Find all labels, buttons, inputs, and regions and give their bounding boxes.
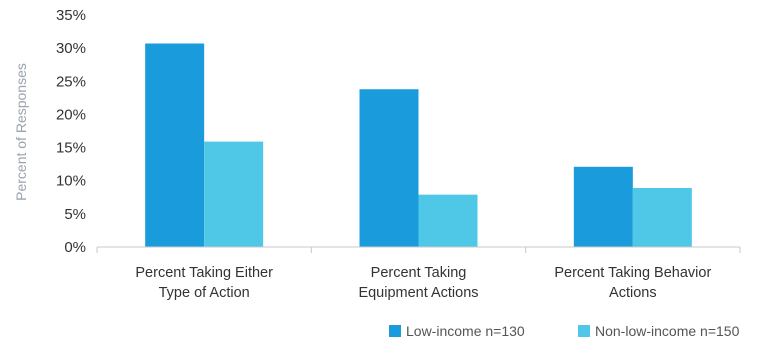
legend-swatch: [578, 325, 590, 337]
legend: Low-income n=130 Non-low-income n=150: [389, 323, 740, 339]
bar: [359, 89, 419, 248]
legend-label: Low-income n=130: [406, 323, 525, 339]
y-tick-label: 5%: [64, 206, 86, 223]
x-axis-tick-marks: [96, 247, 741, 253]
y-axis-ticks: 0% 5% 10% 15% 20% 25% 30% 35%: [56, 7, 86, 256]
y-tick-label: 30%: [56, 40, 86, 57]
bar: [204, 141, 264, 247]
y-tick-label: 15%: [56, 140, 86, 157]
category-label: Percent Taking Behavior Actions: [554, 265, 711, 301]
bar: [632, 188, 692, 247]
y-tick-label: 20%: [56, 106, 86, 123]
y-tick-label: 10%: [56, 173, 86, 190]
category-label: Percent Taking Either Type of Action: [135, 265, 273, 301]
category-label: Percent Taking Equipment Actions: [358, 265, 478, 301]
bar: [418, 194, 478, 247]
bars: [145, 43, 692, 248]
bar: [145, 43, 205, 248]
y-tick-label: 25%: [56, 73, 86, 90]
y-tick-label: 0%: [64, 239, 86, 256]
legend-label: Non-low-income n=150: [595, 323, 740, 339]
y-axis-label: Percent of Responses: [13, 63, 29, 201]
bar: [573, 166, 633, 247]
y-tick-label: 35%: [56, 7, 86, 24]
category-labels: Percent Taking Either Type of Action Perce…: [135, 265, 711, 301]
legend-swatch: [389, 325, 401, 337]
